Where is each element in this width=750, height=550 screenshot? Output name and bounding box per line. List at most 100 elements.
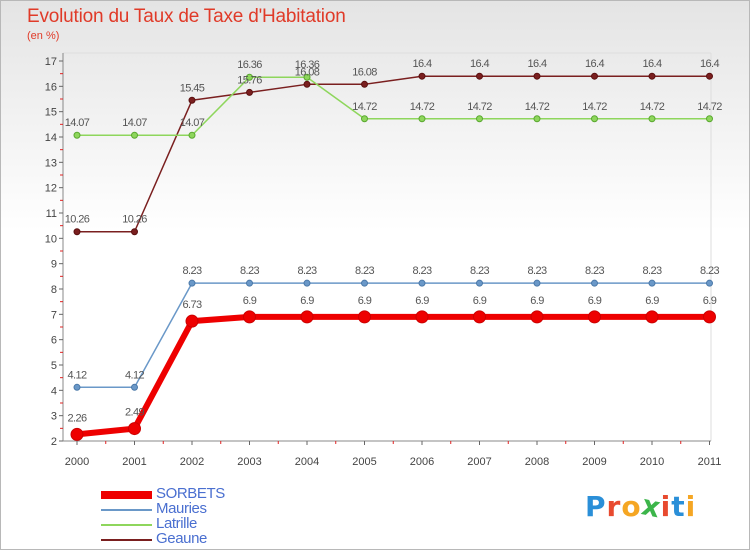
data-point-sorbets (128, 422, 141, 436)
data-point-latrille (706, 115, 713, 123)
axes: 2 3 4 5 6 7 8 9 10 11 12 13 14 15 16 17 2000 2001 2002 2003… (45, 52, 722, 468)
data-label-mauries: 8.23 (412, 265, 431, 277)
data-label-mauries: 4.12 (67, 369, 86, 381)
data-point-geaune (591, 72, 598, 80)
data-label-latrille: 14.07 (122, 117, 147, 129)
data-point-mauries (246, 279, 253, 287)
data-point-latrille (73, 131, 81, 139)
data-point-latrille (476, 115, 483, 123)
data-label-latrille: 14.72 (352, 101, 377, 113)
y-tick-label: 16 (45, 81, 57, 93)
x-tick-label: 2008 (525, 456, 549, 468)
x-tick-label: 2000 (65, 456, 89, 468)
data-label-sorbets: 6.9 (243, 295, 257, 307)
data-label-sorbets: 6.9 (530, 295, 544, 307)
y-tick-label: 3 (51, 411, 57, 423)
data-label-mauries: 8.23 (700, 265, 719, 277)
x-tick-label: 2005 (352, 456, 376, 468)
data-point-geaune (131, 228, 138, 236)
chart-subtitle: (en %) (27, 30, 60, 42)
data-label-sorbets: 6.9 (473, 295, 487, 307)
data-point-sorbets (243, 310, 256, 324)
proxiti-logo: Proxiti (585, 488, 696, 524)
data-label-geaune: 16.4 (470, 58, 489, 70)
data-label-sorbets: 6.9 (300, 295, 314, 307)
data-label-latrille: 14.72 (697, 101, 722, 113)
data-point-sorbets (588, 310, 601, 324)
data-point-latrille (648, 115, 656, 123)
y-tick-label: 15 (45, 107, 57, 119)
data-label-sorbets: 2.26 (67, 412, 86, 424)
logo-letter: P (585, 490, 607, 523)
data-point-sorbets (473, 310, 486, 324)
y-tick-label: 6 (51, 335, 57, 347)
data-point-mauries (188, 279, 196, 287)
data-point-latrille (591, 115, 598, 123)
data-label-geaune: 16.08 (352, 66, 377, 78)
data-point-mauries (73, 383, 81, 391)
x-tick-label: 2004 (295, 456, 319, 468)
data-point-latrille (246, 73, 253, 81)
x-tick-label: 2011 (698, 456, 722, 468)
series-line-sorbets (74, 313, 713, 438)
data-point-geaune (188, 96, 196, 104)
data-point-latrille (303, 73, 311, 81)
data-label-latrille: 16.36 (295, 59, 320, 71)
legend-item-geaune: Geaune (101, 530, 301, 547)
data-point-geaune (648, 72, 656, 80)
data-point-mauries (648, 279, 656, 287)
data-label-geaune: 16.4 (412, 58, 431, 70)
x-tick-label: 2009 (582, 456, 606, 468)
legend-item-sorbets: SORBETS (101, 485, 301, 502)
data-label-geaune: 16.4 (527, 58, 546, 70)
legend-swatch (101, 539, 152, 541)
data-point-geaune (706, 72, 713, 80)
y-tick-label: 8 (51, 284, 57, 296)
data-point-geaune (476, 72, 483, 80)
data-point-geaune (73, 228, 81, 236)
legend-swatch (101, 491, 152, 499)
data-label-sorbets: 6.9 (703, 295, 717, 307)
data-point-mauries (706, 279, 713, 287)
legend-label: Latrille (156, 515, 197, 532)
y-tick-label: 5 (51, 360, 57, 372)
y-tick-label: 11 (46, 208, 57, 220)
data-point-latrille (533, 115, 541, 123)
data-point-mauries (533, 279, 541, 287)
data-label-mauries: 8.23 (642, 265, 661, 277)
legend-item-latrille: Latrille (101, 515, 301, 532)
y-tick-label: 7 (51, 309, 57, 321)
data-point-geaune (418, 72, 426, 80)
data-point-sorbets (703, 310, 716, 324)
y-tick-label: 14 (45, 132, 57, 144)
data-label-mauries: 8.23 (470, 265, 489, 277)
data-label-sorbets: 6.9 (358, 295, 372, 307)
data-label-latrille: 14.07 (65, 117, 90, 129)
data-point-sorbets (70, 427, 84, 441)
data-point-latrille (131, 131, 138, 139)
data-label-sorbets: 6.9 (645, 295, 659, 307)
data-label-geaune: 10.26 (65, 214, 90, 226)
data-point-mauries (361, 279, 368, 287)
legend-item-mauries: Mauries (101, 500, 301, 517)
data-point-mauries (418, 279, 426, 287)
y-tick-label: 17 (45, 56, 57, 68)
x-tick-label: 2002 (180, 456, 204, 468)
data-label-mauries: 8.23 (527, 265, 546, 277)
legend-label: Mauries (156, 500, 207, 517)
data-point-sorbets (185, 314, 199, 328)
logo-letter: r (606, 490, 622, 523)
data-point-mauries (131, 383, 138, 391)
data-label-mauries: 4.12 (125, 369, 144, 381)
data-point-mauries (303, 279, 311, 287)
y-tick-label: 2 (51, 436, 57, 448)
logo-letter: i (660, 490, 672, 523)
data-label-sorbets: 6.9 (415, 295, 429, 307)
data-label-geaune: 10.26 (122, 214, 147, 226)
data-label-geaune: 15.76 (237, 74, 262, 86)
data-point-latrille (361, 115, 368, 123)
data-point-mauries (591, 279, 598, 287)
y-tick-label: 4 (51, 385, 57, 397)
data-point-geaune (303, 80, 311, 88)
data-label-geaune: 16.4 (700, 58, 719, 70)
